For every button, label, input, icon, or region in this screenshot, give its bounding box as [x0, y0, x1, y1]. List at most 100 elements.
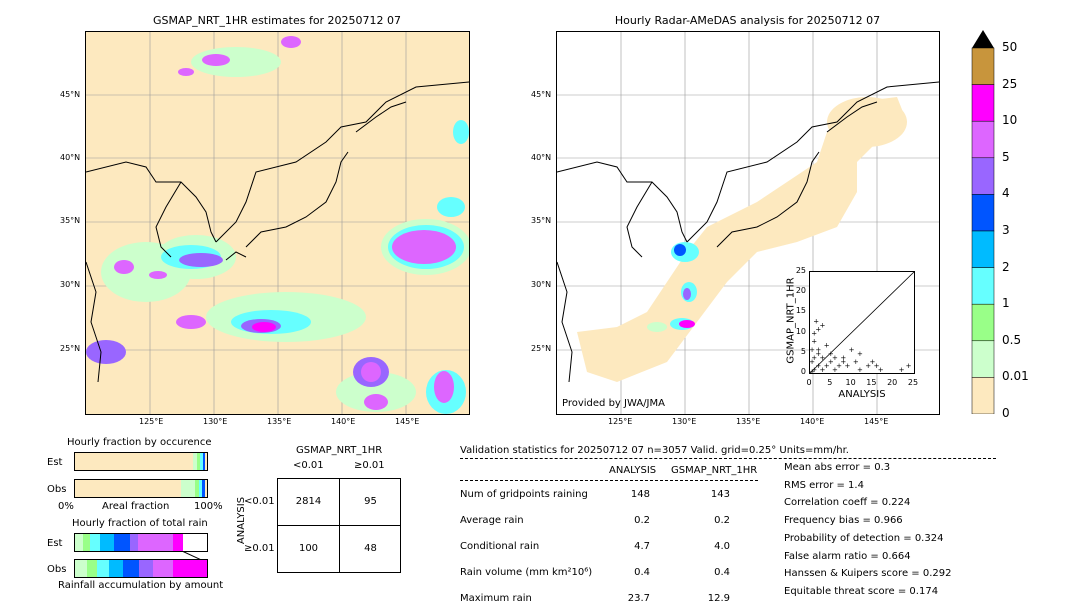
contingency-cell-11: 2814	[295, 496, 322, 507]
scatter-point: +	[845, 362, 851, 370]
scatter-point: +	[810, 368, 815, 373]
colorbar-label: 25	[1002, 76, 1018, 91]
validation-score: Probability of detection = 0.324	[784, 532, 944, 544]
contingency-row-1: <0.01	[244, 496, 275, 507]
left-lon-130: 130°E	[203, 417, 228, 426]
scatter-point: +	[815, 350, 821, 358]
contingency-col-1: <0.01	[293, 460, 324, 471]
right-lat-40: 40°N	[531, 153, 552, 162]
scatter-point: +	[832, 354, 838, 362]
occurrence-tick-0: 0%	[58, 501, 74, 512]
colorbar-segment	[971, 267, 995, 305]
right-lon-130: 130°E	[672, 417, 697, 426]
colorbar-segment	[971, 194, 995, 232]
occurrence-obs-label: Obs	[47, 484, 67, 495]
scatter-point: +	[810, 346, 815, 354]
validation-score: Correlation coeff = 0.224	[784, 497, 911, 509]
colorbar-label: 5	[1002, 149, 1010, 164]
validation-score: Mean abs error = 0.3	[784, 462, 891, 473]
scatter-point: +	[820, 354, 826, 362]
validation-score: Frequency bias = 0.966	[784, 515, 903, 527]
scatter-point: +	[840, 358, 846, 366]
left-lat-25: 25°N	[60, 344, 81, 353]
colorbar-label: 1	[1002, 296, 1010, 311]
total-rain-obs-bar	[74, 559, 208, 578]
scatter-point: +	[810, 358, 815, 366]
colorbar-label: 0.01	[1002, 369, 1029, 384]
scatter-point: +	[824, 362, 830, 370]
contingency-grid: 2814 95 100 48	[277, 478, 401, 573]
right-map-field	[557, 32, 939, 414]
colorbar-label: 0	[1002, 406, 1010, 420]
scatter-point: +	[815, 362, 821, 370]
scatter-ytick: 10	[795, 326, 806, 336]
scatter-point: +	[820, 322, 826, 330]
occurrence-est-label: Est	[47, 457, 63, 468]
occurrence-xlabel: Areal fraction	[102, 501, 170, 512]
validation-row-analysis: 0.2	[634, 515, 650, 526]
scatter-point: +	[836, 362, 842, 370]
right-lon-145: 145°E	[864, 417, 889, 426]
validation-header: Validation statistics for 20250712 07 n=…	[460, 445, 849, 456]
scatter-xtick: 20	[887, 378, 898, 387]
validation-row-gsmap: 12.9	[707, 593, 730, 604]
validation-row-analysis: 148	[630, 489, 650, 500]
scatter-point: +	[832, 366, 838, 373]
scatter-point: +	[815, 326, 821, 334]
colorbar-segment	[971, 303, 995, 342]
scatter-xtick: 25	[907, 378, 919, 387]
validation-divider	[460, 458, 996, 459]
contingency-cell-12: 95	[364, 496, 377, 507]
left-lon-140: 140°E	[331, 417, 356, 426]
scatter-xtick: 0	[806, 378, 812, 387]
scatter-point: +	[820, 366, 826, 373]
colorbar-svg	[971, 30, 995, 415]
scatter-point: +	[811, 354, 817, 362]
colorbar-label: 3	[1002, 223, 1010, 237]
scatter-point: +	[811, 366, 817, 373]
scatter-plot: + + + + + + + + + + + + + + + + + + + + + + + + + + + + + + + + + + +	[809, 271, 915, 376]
scatter-point: +	[878, 366, 884, 373]
left-lat-45: 45°N	[60, 90, 81, 99]
scatter-point: +	[865, 362, 871, 370]
total-rain-obs-label: Obs	[47, 564, 67, 575]
validation-row-analysis: 0.4	[634, 567, 650, 578]
validation-score: Hanssen & Kuipers score = 0.292	[784, 568, 952, 580]
total-rain-est-bar	[74, 533, 208, 552]
scatter-point: +	[828, 350, 834, 358]
validation-row-gsmap: 0.4	[714, 567, 730, 578]
scatter-point: +	[869, 358, 875, 366]
colorbar-label: 4	[1002, 186, 1010, 201]
validation-col-analysis: ANALYSIS	[609, 465, 657, 476]
colorbar-segment	[971, 47, 995, 85]
contingency-title: GSMAP_NRT_1HR	[296, 445, 383, 456]
scatter-xlabel: ANALYSIS	[838, 389, 886, 400]
right-lon-135: 135°E	[736, 417, 761, 426]
left-map-title: GSMAP_NRT_1HR estimates for 20250712 07	[152, 14, 402, 27]
validation-score: False alarm ratio = 0.664	[784, 550, 911, 562]
right-map-title: Hourly Radar-AMeDAS analysis for 2025071…	[614, 14, 881, 27]
scatter-point: +	[840, 354, 846, 362]
right-lat-25: 25°N	[531, 344, 552, 353]
right-lat-45: 45°N	[531, 90, 552, 99]
scatter-ytick: 5	[800, 346, 806, 356]
validation-row-gsmap: 4.0	[714, 541, 730, 552]
left-lon-145: 145°E	[395, 417, 420, 426]
validation-row-label: Num of gridpoints raining	[460, 489, 588, 500]
colorbar-segment	[971, 84, 995, 122]
scatter-ytick: 25	[795, 266, 806, 275]
validation-score: RMS error = 1.4	[784, 479, 864, 491]
validation-score: Equitable threat score = 0.174	[784, 585, 939, 597]
scatter-point: +	[857, 350, 863, 358]
colorbar-segment	[971, 120, 995, 159]
scatter-point: +	[853, 358, 859, 366]
occurrence-tick-100: 100%	[194, 501, 223, 512]
contingency-cell-21: 100	[298, 543, 319, 554]
scatter-point: +	[828, 358, 834, 366]
left-lat-30: 30°N	[60, 280, 81, 289]
scatter-point: +	[811, 330, 817, 338]
scatter-point: +	[815, 346, 821, 354]
scatter-canvas: +++++++++++++++++++ ++++++++++++++++	[809, 271, 915, 376]
validation-col-gsmap: GSMAP_NRT_1HR	[671, 465, 758, 476]
left-map	[85, 31, 470, 415]
